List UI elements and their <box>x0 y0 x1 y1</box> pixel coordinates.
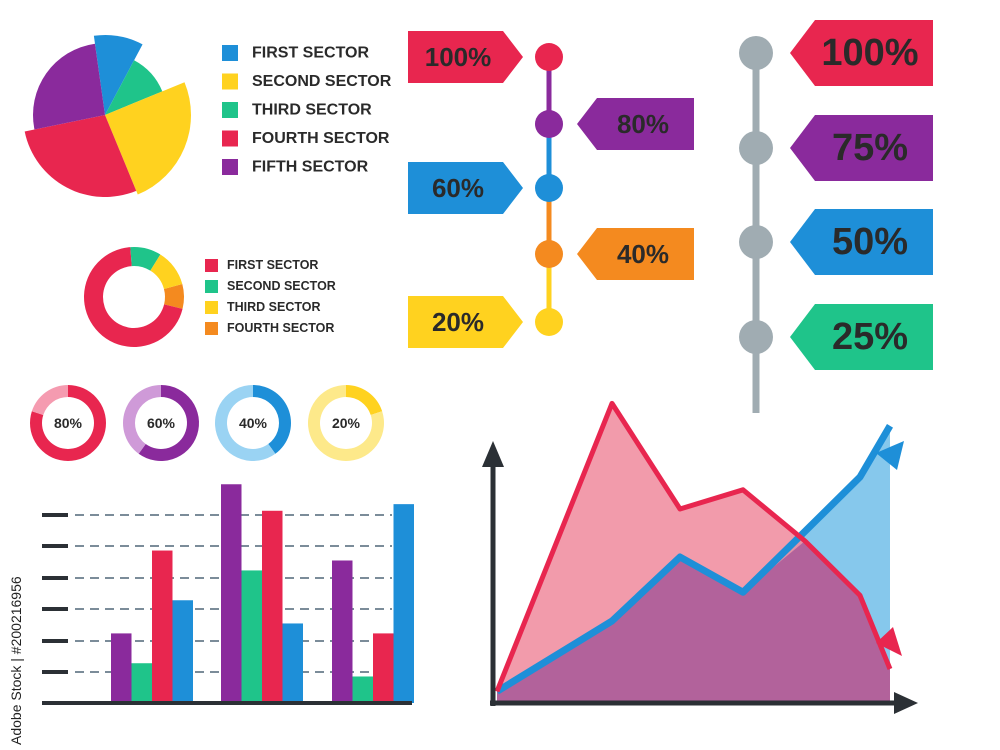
area-x-arrow <box>894 692 918 714</box>
timeline-label: 25% <box>832 316 908 358</box>
timeline-tag <box>790 209 933 275</box>
progress-ring-label: 60% <box>147 415 176 431</box>
progress-ring-fill <box>138 385 200 461</box>
progress-ring-label: 40% <box>239 415 268 431</box>
side-caption: Adobe Stock | #200216956 <box>8 576 24 745</box>
timeline-tag <box>577 228 694 280</box>
area-overlap <box>497 541 890 701</box>
progress-ring-fill <box>253 385 291 454</box>
legend-swatch <box>205 322 218 335</box>
legend-label: FIFTH SECTOR <box>252 159 369 176</box>
bar <box>131 663 152 703</box>
donut-slice <box>83 247 183 348</box>
progress-ring-track <box>214 385 276 461</box>
timeline-node <box>739 131 773 165</box>
timeline-tag <box>790 304 933 370</box>
pie1-slice <box>105 82 191 195</box>
legend-label: FOURTH SECTOR <box>227 321 334 335</box>
legend-swatch <box>205 301 218 314</box>
timeline-node <box>535 240 563 268</box>
donut-slice <box>163 284 184 309</box>
progress-ring-fill <box>346 385 383 415</box>
area-line-blue <box>495 424 894 695</box>
legend-label: THIRD SECTOR <box>227 300 321 314</box>
timeline-node <box>739 320 773 354</box>
timeline-node <box>739 36 773 70</box>
legend-swatch <box>205 259 218 272</box>
legend-swatch <box>222 45 238 61</box>
legend-label: SECOND SECTOR <box>252 73 392 90</box>
area-arrow-blue <box>876 441 904 470</box>
donut-slice <box>130 247 161 271</box>
progress-ring-track <box>123 385 161 454</box>
progress-ring-label: 80% <box>54 415 83 431</box>
timeline-tag <box>408 296 523 348</box>
pie1-slice <box>32 43 105 130</box>
timeline-tag <box>790 20 933 86</box>
pie1-slice <box>93 35 143 115</box>
timeline-label: 60% <box>432 173 484 203</box>
progress-ring-fill <box>29 385 106 461</box>
bar <box>373 633 394 703</box>
timeline-node <box>535 174 563 202</box>
pie1-slice <box>24 115 137 197</box>
legend-label: FIRST SECTOR <box>252 45 369 62</box>
progress-ring-label: 20% <box>332 415 361 431</box>
timeline-label: 100% <box>821 32 918 74</box>
timeline-tag <box>408 31 523 83</box>
area-arrow-red <box>876 627 902 656</box>
bar <box>152 550 173 703</box>
legend-swatch <box>222 130 238 147</box>
bar <box>352 676 373 703</box>
legend-label: SECOND SECTOR <box>227 279 336 293</box>
legend-label: THIRD SECTOR <box>252 102 372 119</box>
bar <box>262 510 283 703</box>
legend-swatch <box>222 73 238 90</box>
area-line-red <box>494 400 893 693</box>
timeline-node <box>535 110 563 138</box>
legend-swatch <box>222 102 238 118</box>
timeline-tag <box>577 98 694 150</box>
bar <box>393 504 414 703</box>
legend-swatch <box>222 159 238 175</box>
bar <box>172 600 193 703</box>
timeline-node <box>535 308 563 336</box>
pie1-slice <box>105 60 163 115</box>
timeline-node <box>535 43 563 71</box>
area-y-arrow <box>482 441 504 467</box>
legend-label: FIRST SECTOR <box>227 258 318 272</box>
donut-slice <box>150 254 183 289</box>
timeline-label: 50% <box>832 221 908 263</box>
bar <box>111 633 132 703</box>
timeline-label: 100% <box>425 42 492 72</box>
bar <box>332 560 353 703</box>
legend-swatch <box>205 280 218 293</box>
timeline-label: 80% <box>617 109 669 139</box>
bar <box>282 623 303 703</box>
timeline-label: 40% <box>617 239 669 269</box>
timeline-tag <box>408 162 523 214</box>
timeline-node <box>739 225 773 259</box>
timeline-label: 20% <box>432 307 484 337</box>
bar <box>241 570 262 703</box>
progress-ring-track <box>31 385 68 415</box>
timeline-label: 75% <box>832 127 908 169</box>
legend-label: FOURTH SECTOR <box>252 130 390 147</box>
timeline-tag <box>790 115 933 181</box>
bar <box>221 484 242 703</box>
progress-ring-track <box>308 385 384 461</box>
